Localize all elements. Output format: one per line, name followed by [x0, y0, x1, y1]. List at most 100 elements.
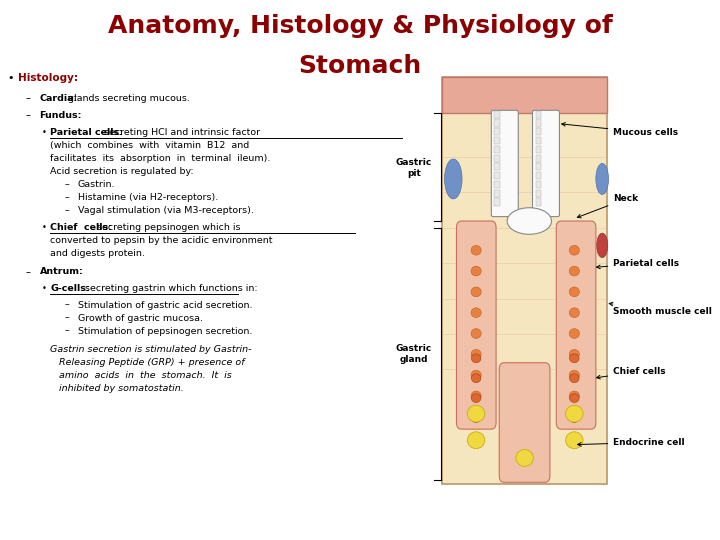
Bar: [536, 181, 541, 188]
Text: •: •: [7, 73, 14, 83]
Ellipse shape: [570, 354, 579, 363]
Text: Fundus:: Fundus:: [40, 111, 82, 120]
Bar: [536, 111, 541, 118]
Text: Antrum:: Antrum:: [40, 267, 84, 276]
Ellipse shape: [570, 391, 580, 401]
Text: Acid secretion is regulated by:: Acid secretion is regulated by:: [50, 167, 194, 176]
Ellipse shape: [467, 432, 485, 449]
Text: Chief cells: Chief cells: [597, 367, 666, 379]
FancyBboxPatch shape: [491, 110, 518, 217]
Text: Mucous cells: Mucous cells: [562, 123, 678, 137]
Ellipse shape: [570, 394, 579, 403]
Text: Stomach: Stomach: [298, 54, 422, 78]
Bar: [536, 154, 541, 161]
Text: Gastrin secretion is stimulated by Gastrin-: Gastrin secretion is stimulated by Gastr…: [50, 346, 252, 354]
Ellipse shape: [570, 370, 580, 380]
FancyBboxPatch shape: [533, 110, 559, 217]
Text: Neck: Neck: [577, 194, 639, 218]
Ellipse shape: [471, 329, 481, 339]
Text: •: •: [42, 224, 47, 232]
Text: facilitates  its  absorption  in  terminal  ileum).: facilitates its absorption in terminal i…: [50, 154, 271, 163]
Ellipse shape: [570, 266, 580, 276]
Text: Smooth muscle cell: Smooth muscle cell: [609, 302, 712, 316]
Bar: [495, 111, 500, 118]
Text: Gastric
pit: Gastric pit: [395, 158, 432, 178]
Bar: [536, 172, 541, 179]
Text: –: –: [65, 180, 70, 189]
Bar: [495, 163, 500, 171]
Text: –: –: [65, 193, 70, 202]
Text: G-cells:: G-cells:: [50, 285, 90, 293]
Ellipse shape: [570, 349, 580, 359]
FancyBboxPatch shape: [499, 363, 550, 482]
Text: Endocrine cell: Endocrine cell: [577, 438, 685, 447]
Ellipse shape: [472, 414, 481, 422]
Text: Stimulation of gastric acid secretion.: Stimulation of gastric acid secretion.: [78, 301, 252, 309]
Ellipse shape: [467, 405, 485, 422]
Bar: [495, 172, 500, 179]
Text: amino  acids  in  the  stomach.  It  is: amino acids in the stomach. It is: [59, 372, 232, 380]
Text: inhibited by somatostatin.: inhibited by somatostatin.: [59, 384, 184, 393]
Text: Parietal cells:: Parietal cells:: [50, 128, 123, 137]
Text: Releasing Peptide (GRP) + presence of: Releasing Peptide (GRP) + presence of: [59, 359, 245, 367]
Ellipse shape: [472, 394, 481, 403]
Text: Anatomy, Histology & Physiology of: Anatomy, Histology & Physiology of: [107, 14, 613, 37]
Ellipse shape: [471, 245, 481, 255]
Text: Gastric
gland: Gastric gland: [395, 344, 432, 363]
FancyBboxPatch shape: [456, 221, 496, 429]
Bar: [495, 154, 500, 161]
Ellipse shape: [566, 432, 583, 449]
Ellipse shape: [596, 164, 608, 194]
Bar: [536, 190, 541, 197]
Text: –: –: [25, 93, 30, 103]
Ellipse shape: [471, 266, 481, 276]
Text: –: –: [65, 301, 70, 309]
Text: (which  combines  with  vitamin  B12  and: (which combines with vitamin B12 and: [50, 141, 250, 150]
FancyBboxPatch shape: [557, 221, 596, 429]
Bar: [536, 119, 541, 126]
Text: Histology:: Histology:: [18, 73, 78, 83]
Bar: [495, 146, 500, 153]
Text: Stimulation of pepsinogen secretion.: Stimulation of pepsinogen secretion.: [78, 327, 252, 335]
Bar: [495, 181, 500, 188]
Bar: [495, 198, 500, 206]
Text: glands secreting mucous.: glands secreting mucous.: [68, 94, 190, 103]
Ellipse shape: [445, 159, 462, 199]
Text: –: –: [65, 206, 70, 215]
Bar: [536, 198, 541, 206]
Ellipse shape: [570, 414, 579, 422]
Ellipse shape: [471, 287, 481, 297]
Bar: [495, 128, 500, 136]
Ellipse shape: [570, 329, 580, 339]
Ellipse shape: [570, 308, 580, 318]
Text: –: –: [65, 327, 70, 335]
Text: secreting pepsinogen which is: secreting pepsinogen which is: [97, 224, 240, 232]
Bar: [495, 137, 500, 144]
Text: Chief  cells:: Chief cells:: [50, 224, 112, 232]
Ellipse shape: [570, 374, 579, 383]
Text: converted to pepsin by the acidic environment: converted to pepsin by the acidic enviro…: [50, 237, 273, 245]
Text: •: •: [42, 285, 47, 293]
Text: Parietal cells: Parietal cells: [597, 259, 680, 269]
Ellipse shape: [570, 287, 580, 297]
Ellipse shape: [516, 449, 534, 467]
Bar: [536, 163, 541, 171]
Text: and digests protein.: and digests protein.: [50, 249, 145, 258]
Text: Cardia:: Cardia:: [40, 94, 78, 103]
Ellipse shape: [471, 308, 481, 318]
Text: secreting gastrin which functions in:: secreting gastrin which functions in:: [85, 285, 258, 293]
Bar: [495, 190, 500, 197]
Bar: [442, 77, 607, 112]
Text: –: –: [25, 267, 30, 276]
Ellipse shape: [566, 405, 583, 422]
Bar: [442, 77, 607, 484]
Bar: [536, 146, 541, 153]
Ellipse shape: [471, 370, 481, 380]
Text: Histamine (via H2-receptors).: Histamine (via H2-receptors).: [78, 193, 218, 202]
Bar: [536, 137, 541, 144]
Ellipse shape: [472, 354, 481, 363]
Text: Gastrin.: Gastrin.: [78, 180, 115, 189]
Ellipse shape: [597, 233, 608, 258]
Bar: [536, 128, 541, 136]
Ellipse shape: [472, 374, 481, 383]
